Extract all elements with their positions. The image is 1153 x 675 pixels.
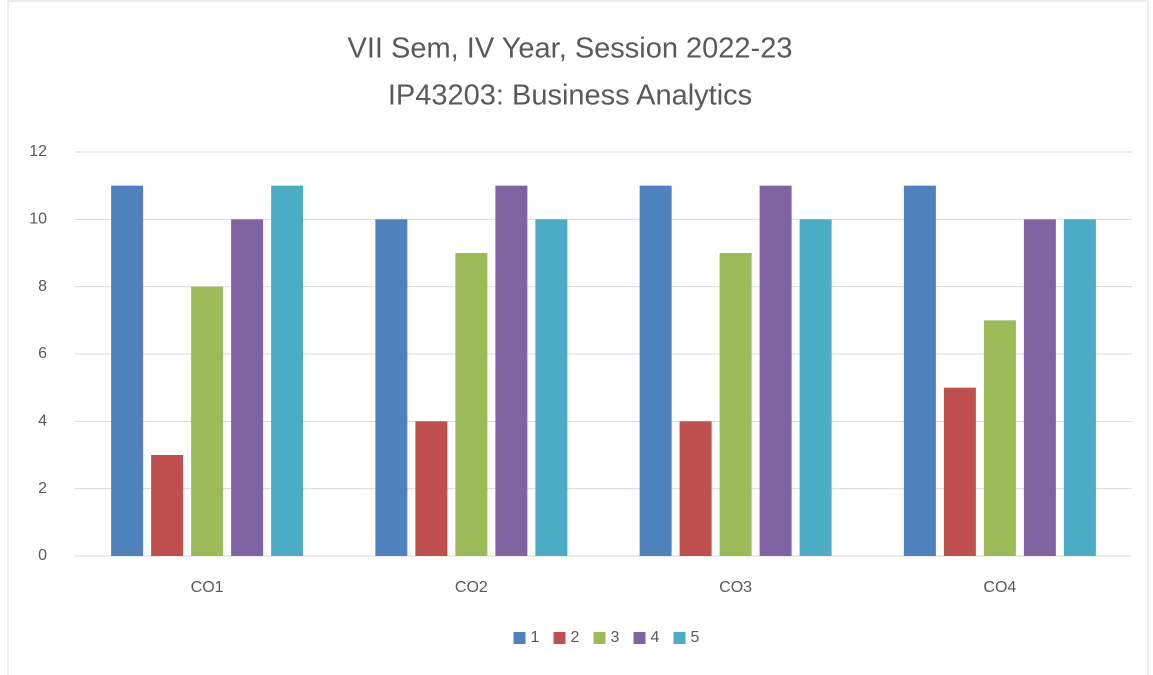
bar [719, 253, 752, 556]
legend-label: 5 [691, 629, 700, 646]
legend-swatch [633, 632, 646, 644]
bar [983, 320, 1016, 556]
bar [271, 185, 304, 556]
x-tick-label: CO3 [719, 579, 752, 596]
legend-swatch [593, 632, 606, 644]
y-tick-label: 6 [38, 345, 47, 362]
legend-label: 1 [531, 629, 540, 646]
bar [151, 455, 184, 556]
bar [231, 219, 264, 557]
y-tick-label: 8 [38, 278, 47, 295]
bar [799, 219, 832, 557]
y-tick-label: 4 [38, 413, 47, 430]
legend-label: 2 [571, 629, 580, 646]
legend-label: 4 [651, 629, 660, 646]
y-tick-label: 2 [38, 480, 47, 497]
legend-swatch [673, 632, 686, 644]
bar [455, 253, 488, 556]
x-tick-label: CO4 [983, 579, 1016, 596]
bar [1023, 219, 1056, 557]
legend-swatch [513, 632, 526, 644]
bar [495, 185, 528, 556]
bar [903, 185, 936, 556]
bar [759, 185, 792, 556]
y-tick-label: 0 [38, 547, 47, 564]
bar [415, 421, 448, 556]
bar [639, 185, 672, 556]
bar [943, 387, 976, 556]
legend-label: 3 [611, 629, 620, 646]
chart-title: VII Sem, IV Year, Session 2022-23 [348, 33, 793, 65]
y-tick-label: 12 [29, 143, 47, 160]
y-tick-label: 10 [29, 211, 47, 228]
bar [535, 219, 568, 557]
bar [375, 219, 408, 557]
chart-title: IP43203: Business Analytics [388, 80, 752, 112]
bar [111, 185, 144, 556]
x-tick-label: CO2 [455, 579, 488, 596]
x-tick-label: CO1 [191, 579, 224, 596]
bar [191, 286, 224, 556]
bar [679, 421, 712, 556]
legend-swatch [553, 632, 566, 644]
bar [1063, 219, 1096, 557]
